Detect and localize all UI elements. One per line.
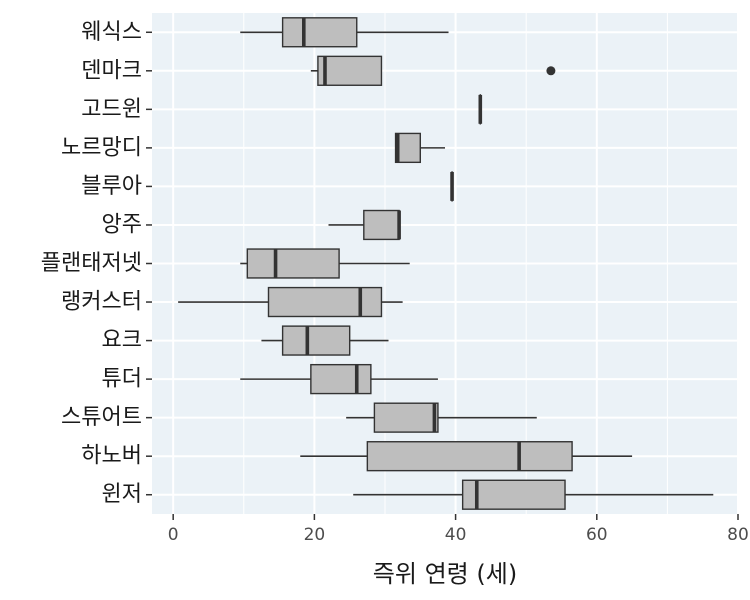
box-13 bbox=[353, 479, 714, 510]
box-iqr bbox=[363, 209, 400, 241]
box-12 bbox=[300, 441, 633, 472]
y-tick-label: 랭커스터 bbox=[61, 290, 142, 315]
x-axis: 0 20 40 60 80 bbox=[168, 514, 749, 545]
y-tick-label: 고드윈 bbox=[81, 97, 142, 122]
box-4 bbox=[394, 132, 445, 164]
box-iqr bbox=[267, 286, 383, 318]
y-tick-label: 앙주 bbox=[102, 212, 142, 237]
box-iqr bbox=[366, 441, 573, 472]
y-tick-label: 하노버 bbox=[81, 444, 142, 469]
outlier-point bbox=[546, 66, 556, 76]
box-11 bbox=[346, 402, 537, 433]
box-8 bbox=[178, 286, 403, 318]
y-tick-label: 덴마크 bbox=[81, 58, 142, 83]
box-2 bbox=[310, 55, 556, 86]
x-axis-title: 즉위 연령 (세) bbox=[373, 560, 517, 588]
box-iqr bbox=[310, 363, 372, 395]
x-tick-label: 40 bbox=[445, 525, 467, 545]
box-10 bbox=[240, 363, 438, 395]
x-tick-label: 80 bbox=[727, 525, 749, 545]
x-tick-label: 0 bbox=[168, 525, 179, 545]
box-iqr bbox=[373, 402, 439, 433]
y-tick-label: 윈저 bbox=[102, 482, 142, 507]
y-tick-label: 튜더 bbox=[102, 367, 142, 392]
box-iqr bbox=[317, 55, 383, 86]
box-iqr bbox=[281, 325, 351, 356]
y-tick-label: 요크 bbox=[102, 328, 142, 353]
box-1 bbox=[240, 17, 449, 48]
x-tick-label: 20 bbox=[304, 525, 326, 545]
box-7 bbox=[240, 248, 410, 279]
y-tick-label: 블루아 bbox=[81, 174, 142, 199]
y-tick-label: 플랜태저넷 bbox=[41, 251, 142, 276]
box-iqr bbox=[394, 132, 421, 164]
box-layer bbox=[178, 17, 714, 510]
y-tick-label: 웨식스 bbox=[81, 20, 142, 45]
x-tick-label: 60 bbox=[586, 525, 608, 545]
y-tick-label: 스튜어트 bbox=[61, 405, 142, 430]
box-9 bbox=[261, 325, 389, 356]
box-6 bbox=[328, 209, 401, 241]
box-iqr bbox=[461, 479, 566, 510]
box-iqr bbox=[246, 248, 340, 279]
y-tick-label: 노르망디 bbox=[61, 135, 142, 160]
box-iqr bbox=[281, 17, 358, 48]
